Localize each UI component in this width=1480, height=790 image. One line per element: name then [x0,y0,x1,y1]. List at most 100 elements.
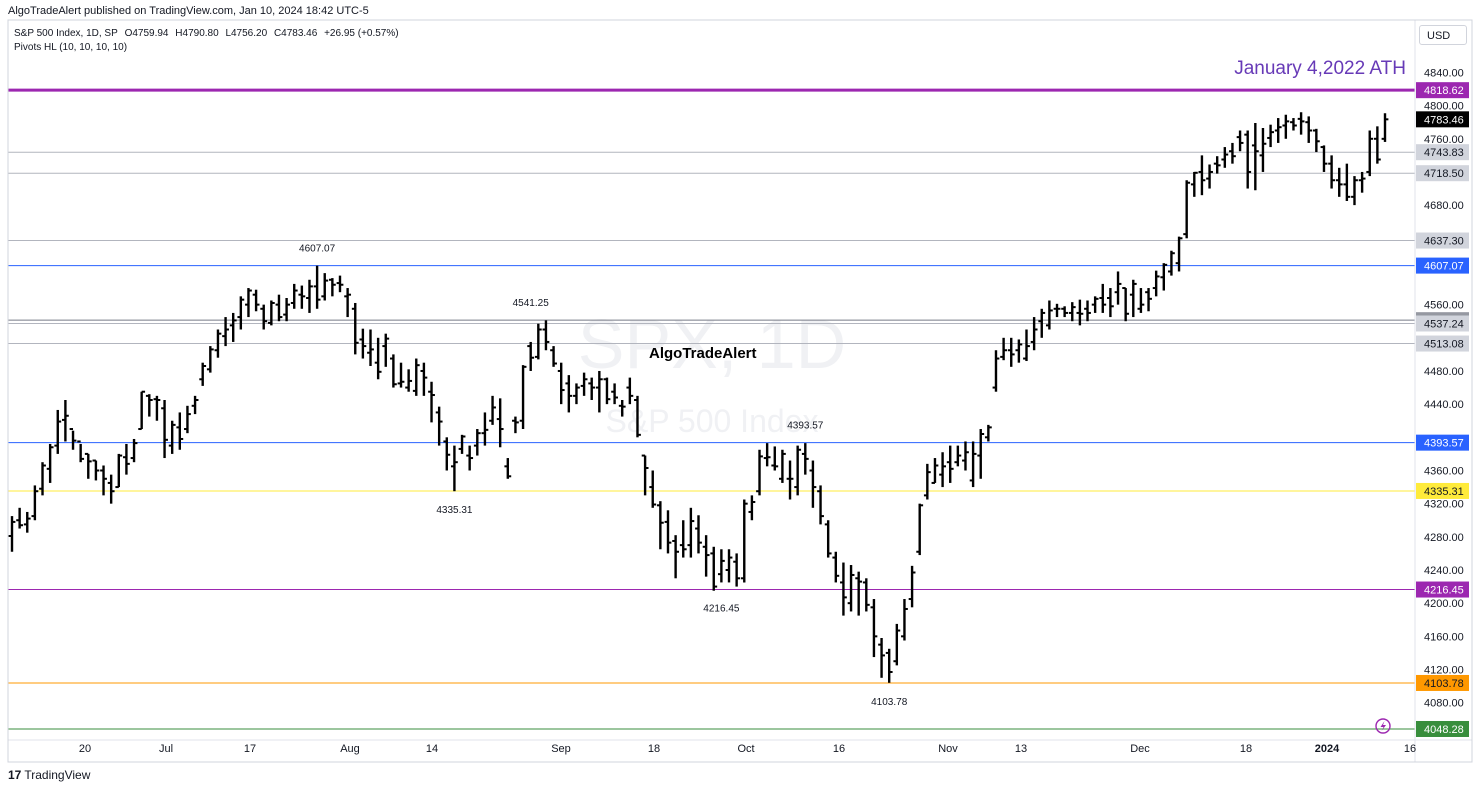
annotations: January 4,2022 ATH AlgoTradeAlert [649,58,1406,362]
ohlc-bar [1129,279,1137,318]
ohlc-bar [931,458,939,484]
ohlc-bar [984,424,992,442]
ohlc-bar [573,383,580,405]
ohlc-bar [878,638,885,678]
ohlc-bar [389,354,397,388]
ohlc-bar [740,499,748,583]
ohlc-bar [1290,118,1297,131]
ohlc-bar [901,599,908,641]
ohlc-bar [46,443,54,483]
ohlc-bar [260,304,268,330]
ohlc-bar [725,549,733,583]
x-tick-label: Aug [340,743,360,755]
ohlc-bar [534,323,542,360]
ohlc-bar [504,458,512,479]
x-tick-label: 16 [833,743,845,755]
ohlc-bar [1145,288,1152,312]
symbol-name[interactable]: S&P 500 Index, 1D, SP [14,28,118,39]
level-price-tag [1416,335,1469,352]
ohlc-bar [489,395,496,425]
currency-button[interactable]: USD [1419,25,1467,45]
ohlc-close: C4783.46 [273,28,318,39]
ohlc-bar [649,470,657,508]
ohlc-bar [840,562,847,616]
y-tick-label: 4320.00 [1424,499,1464,511]
price-axis[interactable]: 4840.00 4800.00 4760.00 4680.00 4560.00 4480.… [7,19,1473,763]
ohlc-bar [1168,250,1175,276]
y-tick-label: 4800.00 [1424,101,1464,113]
ohlc-bar [306,279,313,313]
ohlc-bar [710,546,718,591]
ohlc-bar [138,390,146,431]
x-tick-label: 20 [79,743,91,755]
ohlc-bar [771,446,779,471]
ohlc-bar [214,329,222,358]
ohlc-bar [557,362,565,405]
x-tick-label: Nov [938,743,958,755]
ohlc-bar [626,377,634,405]
ohlc-bar [61,400,69,442]
ohlc-bar [794,445,802,496]
ohlc-bar [54,409,62,454]
ohlc-bar [786,460,794,500]
ohlc-bar [923,463,931,500]
ohlc-bar [717,549,725,583]
ohlc-bar [77,440,85,463]
ohlc-bar [473,429,481,456]
last-price-tag [1416,111,1469,128]
ohlc-bar [946,445,954,483]
ohlc-bar [153,395,161,421]
level-price-label: 4103.78 [1424,678,1464,690]
ohlc-bar [1381,113,1389,142]
ohlc-bar [1297,112,1305,135]
ohlc-bar [199,362,207,386]
tradingview-logo[interactable]: 17 TradingView [8,768,90,782]
ohlc-bar [1229,142,1236,164]
ohlc-bar [550,346,557,367]
ohlc-bar [367,329,374,366]
ohlc-bars [8,112,1389,683]
ohlc-bar [1351,176,1358,206]
ohlc-bar [290,283,298,309]
ohlc-bar [756,449,763,496]
level-price-tag [1416,720,1469,737]
ohlc-bar [977,429,985,479]
ohlc-bar [1274,118,1282,143]
y-tick-label: 4480.00 [1424,366,1464,378]
level-price-label: 4743.83 [1424,147,1464,159]
ohlc-bar [1137,288,1145,313]
ohlc-low: L4756.20 [225,28,268,39]
ohlc-bar [1053,303,1061,318]
ohlc-bar [1000,337,1008,361]
y-tick-label: 4360.00 [1424,465,1464,477]
ohlc-bar [527,341,535,371]
ohlc-bar [702,535,710,577]
x-tick-label: 17 [244,743,256,755]
lightning-icon[interactable] [1375,718,1391,734]
ohlc-bar [656,501,664,550]
last-price-label: 4783.46 [1424,114,1464,126]
logo-text: TradingView [24,768,91,782]
pivot-label: 4103.78 [871,697,908,708]
x-tick-label: Jul [159,743,173,755]
ohlc-bar [1213,156,1221,174]
ohlc-bar [1122,287,1130,322]
ohlc-bar [496,398,504,448]
ohlc-bar [641,454,649,496]
x-tick-label: 14 [426,743,438,755]
ohlc-bar [130,438,138,463]
indicator-legend[interactable]: Pivots HL (10, 10, 10, 10) [14,42,128,53]
ohlc-bar [267,300,275,326]
level-price-tag [1416,482,1469,499]
ohlc-bar [916,503,924,556]
ohlc-bar [69,428,77,450]
time-axis[interactable]: 20 Jul 17 Aug 14 Sep 18 Oct 16 Nov 13 Dec 18 2024 16 [79,743,1416,755]
ohlc-bar [969,441,977,488]
y-tick-label: 4120.00 [1424,665,1464,677]
ohlc-bar [1328,155,1336,189]
ohlc-bar [1099,283,1107,313]
ohlc-bar [1068,302,1076,322]
ohlc-bar [1023,329,1030,362]
ohlc-bar [168,420,176,454]
